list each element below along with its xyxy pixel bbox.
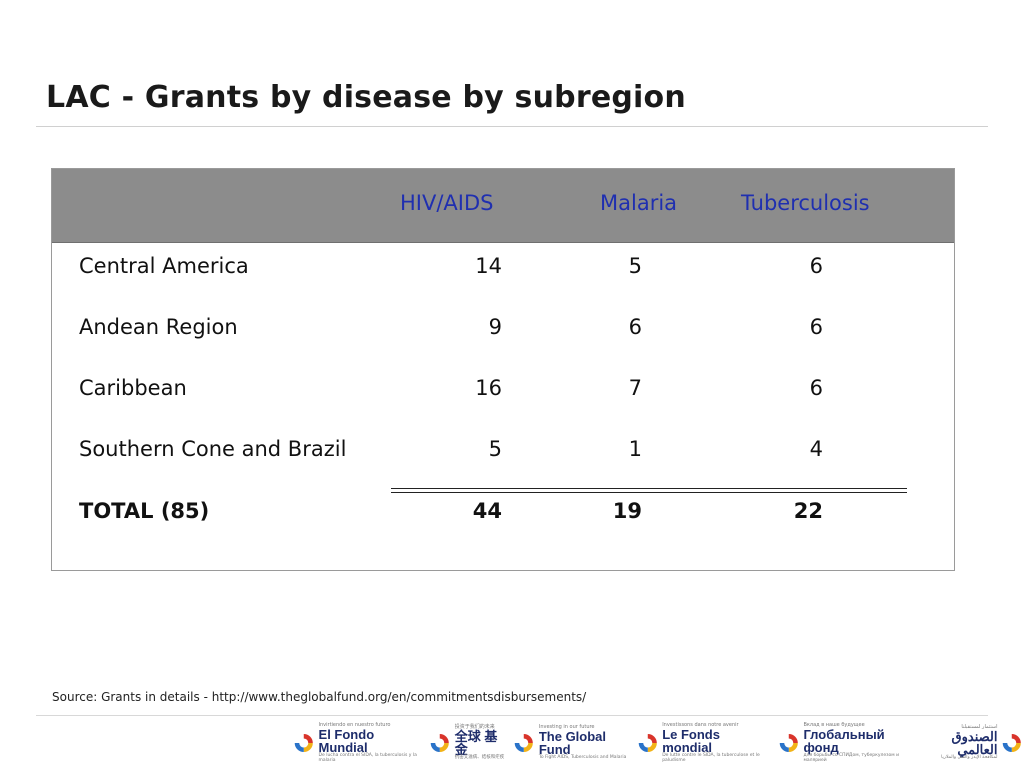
cell-tuberculosis: 6 — [809, 376, 823, 400]
total-label: TOTAL (85) — [79, 499, 210, 523]
row-label: Andean Region — [79, 315, 238, 339]
logo-subtitle: 抗击艾滋病、结核和疟疾 — [454, 755, 505, 761]
title-divider — [36, 126, 988, 127]
cell-tuberculosis: 6 — [809, 254, 823, 278]
global-fund-swirl-icon — [430, 733, 450, 753]
column-header-malaria: Malaria — [600, 191, 678, 215]
logo-tagline: Вклад в наше будущее — [803, 722, 865, 728]
total-malaria: 19 — [612, 499, 642, 523]
global-fund-logo-strip: Invirtiendo en nuestro futuro El Fondo M… — [292, 723, 1024, 763]
grants-table: HIV/AIDS Malaria Tuberculosis Central Am… — [51, 168, 955, 571]
logo-subtitle: для борьбы со СПИДом, туберкулезом и мал… — [803, 753, 900, 763]
table-header: HIV/AIDS Malaria Tuberculosis — [52, 169, 954, 243]
slide-title: LAC - Grants by disease by subregion — [46, 80, 686, 115]
logo-tagline: Invirtiendo en nuestro futuro — [318, 722, 391, 728]
cell-hiv-aids: 5 — [488, 437, 502, 461]
cell-hiv-aids: 9 — [488, 315, 502, 339]
logo-tagline: 投资于我们的未来 — [454, 724, 495, 731]
logo-chinese: 投资于我们的未来 全球 基 金 抗击艾滋病、结核和疟疾 — [428, 725, 508, 761]
logo-name: الصندوق العالمي — [951, 729, 998, 758]
global-fund-swirl-icon — [1003, 733, 1022, 753]
cell-tuberculosis: 6 — [809, 315, 823, 339]
logo-tagline: Investing in our future — [538, 724, 595, 731]
logo-subtitle: De lutte contre le SIDA, la tuberculose … — [662, 753, 760, 763]
logo-french: Investissons dans notre avenir Le Fonds … — [636, 723, 773, 763]
row-label: Central America — [79, 254, 249, 278]
logo-subtitle: De lucha contra el SIDA, la tuberculosis… — [318, 753, 417, 763]
global-fund-swirl-icon — [515, 733, 534, 753]
total-hiv-aids: 44 — [472, 499, 502, 523]
logo-name: Le Fonds mondial — [662, 727, 720, 755]
logo-russian: Вклад в наше будущее Глобальный фонд для… — [777, 723, 912, 763]
logo-name: The Global Fund — [538, 729, 607, 758]
cell-malaria: 6 — [628, 315, 642, 339]
cell-hiv-aids: 16 — [475, 376, 502, 400]
cell-hiv-aids: 14 — [475, 254, 502, 278]
cell-malaria: 5 — [628, 254, 642, 278]
logo-name: 全球 基 金 — [454, 729, 498, 758]
logo-name: Глобальный фонд — [803, 727, 885, 755]
total-divider — [391, 488, 907, 493]
total-tuberculosis: 22 — [793, 499, 823, 523]
logo-tagline: استثمار لمستقبلنا — [961, 724, 998, 731]
source-note: Source: Grants in details - http://www.t… — [52, 690, 587, 704]
cell-tuberculosis: 4 — [809, 437, 823, 461]
cell-malaria: 1 — [628, 437, 642, 461]
row-label: Caribbean — [79, 376, 187, 400]
logo-subtitle: To Fight AIDS, Tuberculosis and Malaria — [538, 755, 627, 761]
footer-divider — [36, 715, 988, 716]
logo-spanish: Invirtiendo en nuestro futuro El Fondo M… — [292, 723, 424, 763]
cell-malaria: 7 — [628, 376, 642, 400]
column-header-tuberculosis: Tuberculosis — [741, 191, 870, 215]
logo-english: Investing in our future The Global Fund … — [512, 725, 631, 761]
row-label: Southern Cone and Brazil — [79, 437, 347, 461]
global-fund-swirl-icon — [779, 733, 798, 753]
logo-tagline: Investissons dans notre avenir — [662, 722, 739, 728]
column-header-hiv-aids: HIV/AIDS — [400, 191, 494, 215]
logo-subtitle: لمكافحة الإيدز والسل والملاريا — [941, 755, 998, 761]
global-fund-swirl-icon — [638, 733, 657, 753]
global-fund-swirl-icon — [294, 733, 313, 753]
logo-arabic: استثمار لمستقبلنا الصندوق العالمي لمكافح… — [916, 725, 1024, 761]
logo-name: El Fondo Mundial — [318, 727, 375, 755]
